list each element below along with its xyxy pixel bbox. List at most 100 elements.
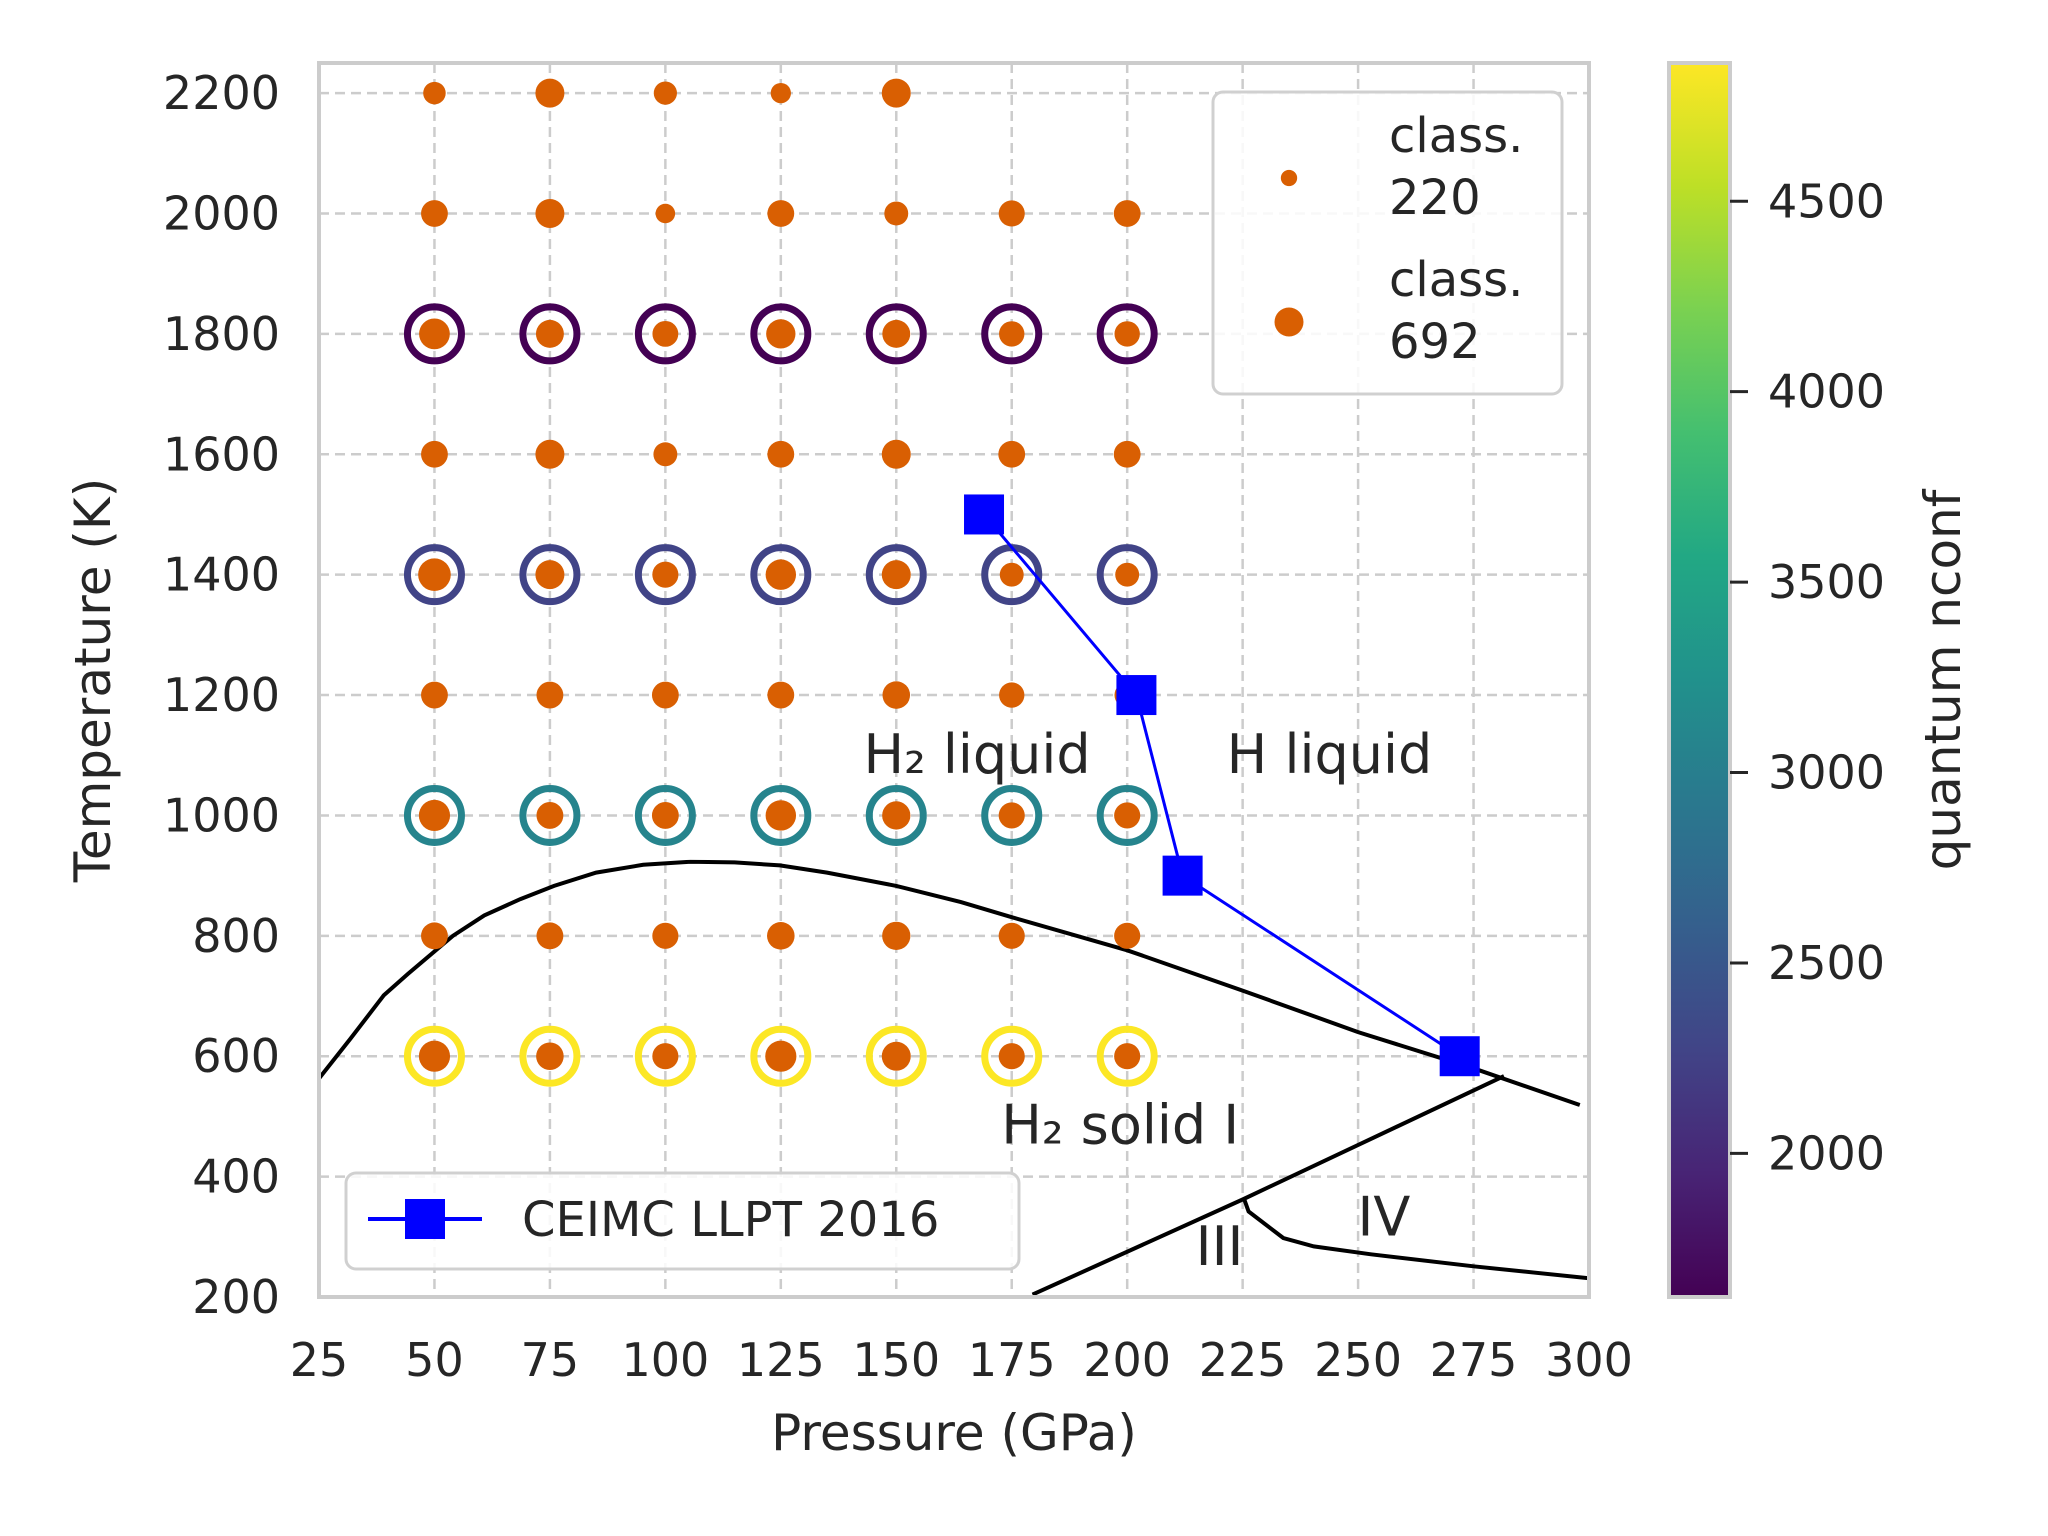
classical-dot [770,82,791,104]
classical-dot [1114,922,1141,949]
y-tick-label: 200 [192,1270,280,1324]
size-legend: class. 220 class. 692 [1211,90,1564,396]
phase-boundary-line [1245,1200,1590,1278]
size-legend-value: 220 [1389,170,1481,226]
ceimc-line [982,513,1461,1058]
quantum-ring [519,303,581,365]
x-tick-label: 125 [737,1333,825,1387]
classical-dot [655,203,676,224]
x-tick-label: 75 [521,1333,580,1387]
ceimc-square-marker [964,494,1005,535]
region-label: H₂ liquid [863,723,1090,786]
classical-dot [999,682,1025,708]
classical-dot [535,78,565,108]
classical-dot [536,681,564,709]
y-tick-label: 1000 [163,788,280,842]
classical-dot [652,922,679,949]
ceimc-legend: CEIMC LLPT 2016 [344,1171,1021,1271]
classical-dot [535,439,565,469]
quantum-ring [750,303,812,365]
classical-dot [418,1040,451,1072]
x-tick-label: 100 [621,1333,709,1387]
region-labels: H₂ liquid H liquid H₂ solid I III IV [863,723,1432,1278]
y-tick-label: 2000 [163,186,280,240]
colorbar-tick-label: 4500 [1768,174,1885,228]
colorbar-tick-label: 2500 [1768,936,1885,990]
ceimc-legend-label: CEIMC LLPT 2016 [522,1192,939,1248]
quantum-ring [750,784,812,846]
ceimc-series [964,494,1480,1077]
quantum-ring [634,303,696,365]
plot-frame [317,61,1591,1299]
classical-dot [884,201,909,226]
classical-dot [766,319,796,349]
x-axis-label: Pressure (GPa) [771,1404,1137,1462]
classical-dot [881,78,911,108]
colorbar-label: quantum nconf [1914,488,1972,870]
quantum-ring [981,303,1043,365]
region-label: IV [1358,1186,1411,1249]
phase-boundary-line [319,862,1580,1105]
quantum-ring [750,544,812,606]
quantum-ring [1096,784,1158,846]
classical-dot [652,320,679,347]
y-tick-label: 1400 [163,548,280,602]
classical-dot [881,439,911,469]
classical-dot [998,802,1025,829]
ceimc-square-marker [1116,675,1157,716]
classical-dot [535,319,564,348]
classical-dot [767,440,795,468]
classical-dot [421,200,448,227]
size-legend-marker [1274,307,1304,337]
classical-dot [419,318,450,350]
phase-boundary-line [1033,1076,1505,1295]
y-tick-label: 1200 [163,668,280,722]
classical-dot [421,681,448,709]
phase-lines [319,862,1589,1295]
classical-dot [536,802,564,829]
x-tick-label: 300 [1545,1333,1633,1387]
ceimc-square-marker [1162,855,1203,896]
classical-dot [882,681,911,709]
colorbar-tick-label: 2000 [1768,1126,1885,1180]
quantum-ring [865,784,927,846]
x-tick-label: 225 [1199,1333,1287,1387]
quantum-rings [403,303,1158,1087]
y-tick-label: 1600 [163,427,280,481]
quantum-ring [750,1025,812,1087]
y-tick-label: 600 [192,1029,280,1083]
x-tick-label: 250 [1314,1333,1402,1387]
classical-dot [881,560,911,590]
classical-dot [536,922,564,950]
quantum-ring [981,784,1043,846]
colorbar-tick-label: 3500 [1768,555,1885,609]
classical-dot [652,1043,679,1070]
x-tick-label: 50 [405,1333,464,1387]
classical-dot [421,440,448,468]
quantum-ring [865,1025,927,1087]
classical-dot [1114,321,1140,347]
region-label: III [1196,1215,1244,1278]
ceimc-legend-box [344,1171,1021,1271]
classical-dots [418,78,1141,1072]
x-tick-label: 175 [968,1333,1056,1387]
quantum-ring [1096,544,1158,606]
classical-dot [423,81,446,105]
classical-dot [998,440,1026,468]
classical-dot [998,200,1025,227]
y-tick-label: 1800 [163,307,280,361]
x-tick-label: 25 [290,1333,349,1387]
quantum-ring [519,784,581,846]
classical-dot [418,558,451,591]
x-tick-label: 200 [1083,1333,1171,1387]
y-axis-label: Temperature (K) [64,478,122,883]
size-legend-value: 692 [1389,314,1481,370]
classical-dot [653,442,678,467]
y-tick-label: 2200 [163,66,280,120]
colorbar: 2000 2500 3000 3500 4000 4500 quantum nconf [1667,61,1972,1299]
classical-dot [1115,562,1140,587]
colorbar-tick-label: 3000 [1768,746,1885,800]
quantum-ring [403,784,465,846]
region-label: H liquid [1227,723,1433,786]
ceimc-legend-square-icon [405,1199,445,1239]
